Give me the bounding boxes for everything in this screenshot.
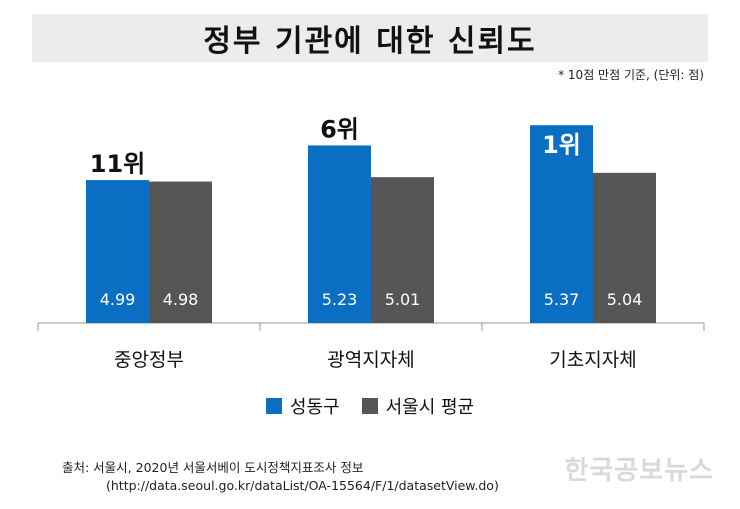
- category-label: 기초지자체: [549, 349, 636, 371]
- source-line-1: 출처: 서울시, 2020년 서울서베이 도시정책지표조사 정보: [62, 460, 364, 475]
- bar-value-label: 5.23: [322, 290, 358, 309]
- category-label: 중앙정부: [114, 349, 184, 371]
- watermark: 한국공보뉴스: [564, 456, 714, 486]
- bar-seongdong: [86, 180, 149, 323]
- unit-note: * 10점 만점 기준, (단위: 점): [558, 68, 704, 82]
- source-line-2: (http://data.seoul.go.kr/dataList/OA-155…: [106, 478, 499, 493]
- rank-label: 11위: [90, 150, 145, 178]
- legend-label-seongdong: 성동구: [289, 397, 340, 418]
- bar-value-label: 4.98: [163, 290, 199, 309]
- legend-swatch-seoul-average: [361, 398, 378, 414]
- legend-item-seoul-average: 서울시 평균: [361, 393, 475, 419]
- bar-seongdong: [308, 145, 371, 323]
- bar-seoul-average: [149, 181, 212, 323]
- legend: 성동구 서울시 평균: [0, 393, 740, 419]
- bar-seoul-average: [371, 177, 434, 323]
- bar-value-label: 5.37: [544, 290, 580, 309]
- chart-title: 정부 기관에 대한 신뢰도: [203, 24, 537, 59]
- rank-label: 6위: [320, 115, 359, 143]
- bar-seongdong: [530, 125, 593, 323]
- legend-swatch-seongdong: [265, 398, 282, 414]
- source-note: 출처: 서울시, 2020년 서울서베이 도시정책지표조사 정보 (http:/…: [62, 459, 499, 495]
- category-label: 광역지자체: [327, 349, 414, 371]
- bar-seoul-average: [593, 172, 656, 323]
- bar-value-label: 4.99: [100, 290, 136, 309]
- bar-value-label: 5.01: [385, 290, 421, 309]
- rank-label: 1위: [542, 131, 581, 159]
- bar-value-label: 5.04: [607, 290, 643, 309]
- title-band: 정부 기관에 대한 신뢰도: [32, 14, 708, 62]
- legend-item-seongdong: 성동구: [265, 393, 340, 419]
- legend-label-seoul-average: 서울시 평균: [385, 397, 475, 418]
